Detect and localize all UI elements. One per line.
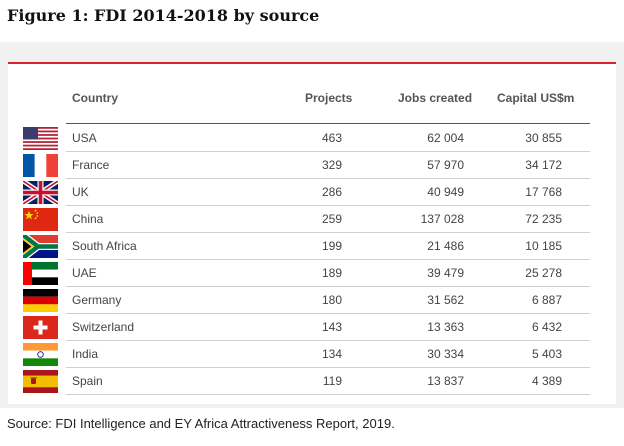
cell-jobs-created: 40 949 [400, 185, 464, 199]
header-divider [66, 123, 590, 124]
cell-country: France [72, 158, 109, 172]
cell-projects: 259 [300, 212, 342, 226]
header-jobs-created: Jobs created [398, 91, 472, 105]
cell-jobs-created: 39 479 [400, 266, 464, 280]
cell-projects: 199 [300, 239, 342, 253]
table-row: India 134 30 334 5 403 [0, 341, 624, 368]
source-note: Source: FDI Intelligence and EY Africa A… [7, 416, 395, 431]
cell-country: China [72, 212, 103, 226]
spain-flag-icon [23, 370, 58, 393]
table-row: South Africa 199 21 486 10 185 [0, 233, 624, 260]
cell-capital: 5 403 [500, 347, 562, 361]
table-row: France 329 57 970 34 172 [0, 152, 624, 179]
cell-jobs-created: 21 486 [400, 239, 464, 253]
table-row: Germany 180 31 562 6 887 [0, 287, 624, 314]
table-row: USA 463 62 004 30 855 [0, 125, 624, 152]
table-row: Switzerland 143 13 363 6 432 [0, 314, 624, 341]
cell-capital: 6 432 [500, 320, 562, 334]
cell-country: Spain [72, 374, 103, 388]
cell-projects: 463 [300, 131, 342, 145]
cell-projects: 180 [300, 293, 342, 307]
cell-country: South Africa [72, 239, 137, 253]
cell-capital: 72 235 [500, 212, 562, 226]
cell-projects: 134 [300, 347, 342, 361]
cell-capital: 25 278 [500, 266, 562, 280]
cell-country: Switzerland [72, 320, 134, 334]
south-africa-flag-icon [23, 235, 58, 258]
cell-jobs-created: 13 363 [400, 320, 464, 334]
figure-title: Figure 1: FDI 2014-2018 by source [7, 6, 319, 25]
germany-flag-icon [23, 289, 58, 312]
uae-flag-icon [23, 262, 58, 285]
table-row: China 259 137 028 72 235 [0, 206, 624, 233]
china-flag-icon [23, 208, 58, 231]
table-row: Spain 119 13 837 4 389 [0, 368, 624, 395]
row-divider [66, 394, 590, 395]
switzerland-flag-icon [23, 316, 58, 339]
cell-projects: 119 [300, 374, 342, 388]
usa-flag-icon [23, 127, 58, 150]
india-flag-icon [23, 343, 58, 366]
cell-projects: 189 [300, 266, 342, 280]
cell-jobs-created: 31 562 [400, 293, 464, 307]
cell-projects: 143 [300, 320, 342, 334]
cell-capital: 17 768 [500, 185, 562, 199]
cell-country: UAE [72, 266, 97, 280]
cell-jobs-created: 13 837 [400, 374, 464, 388]
cell-capital: 6 887 [500, 293, 562, 307]
cell-capital: 34 172 [500, 158, 562, 172]
cell-country: Germany [72, 293, 121, 307]
cell-capital: 30 855 [500, 131, 562, 145]
france-flag-icon [23, 154, 58, 177]
cell-projects: 286 [300, 185, 342, 199]
cell-capital: 10 185 [500, 239, 562, 253]
cell-country: UK [72, 185, 89, 199]
uk-flag-icon [23, 181, 58, 204]
cell-jobs-created: 57 970 [400, 158, 464, 172]
table-row: UAE 189 39 479 25 278 [0, 260, 624, 287]
header-capital: Capital US$m [497, 91, 574, 105]
cell-projects: 329 [300, 158, 342, 172]
cell-jobs-created: 30 334 [400, 347, 464, 361]
table-row: UK 286 40 949 17 768 [0, 179, 624, 206]
header-projects: Projects [305, 91, 352, 105]
cell-capital: 4 389 [500, 374, 562, 388]
cell-jobs-created: 62 004 [400, 131, 464, 145]
cell-country: India [72, 347, 98, 361]
cell-jobs-created: 137 028 [400, 212, 464, 226]
header-country: Country [72, 91, 118, 105]
cell-country: USA [72, 131, 97, 145]
